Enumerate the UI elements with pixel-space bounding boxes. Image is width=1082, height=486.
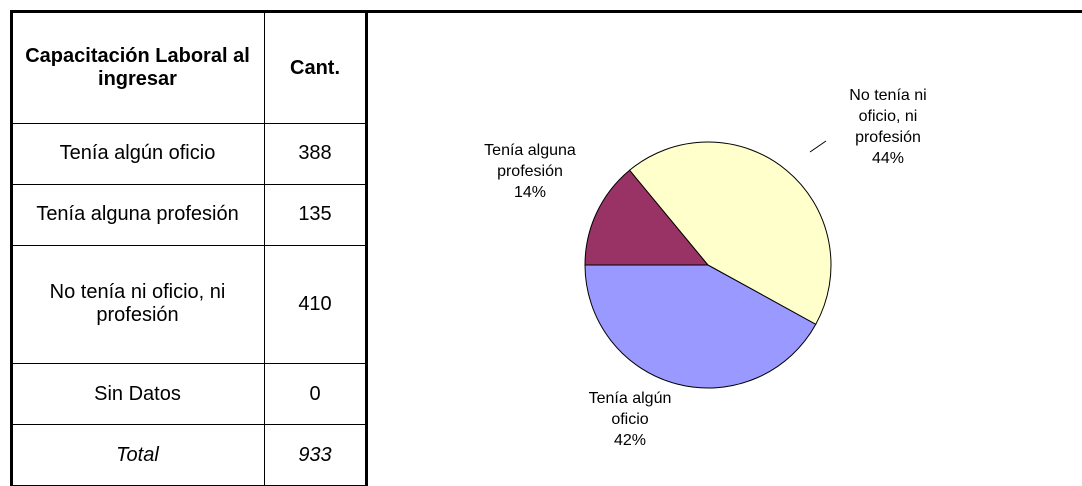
category-label: No tenía ni oficio, ni profesión [849,87,927,146]
header-cell: Cant. [264,11,367,124]
slice-label: No tenía ni oficio, ni profesión 44% [828,85,948,169]
cell: 135 [264,183,367,246]
cell: Tenía alguna profesión [10,183,265,246]
slice-label: Tenía algún oficio 42% [575,388,685,451]
cell: Total [10,424,265,486]
pie-slice [584,169,710,266]
row: Sin Datos 0 [10,363,367,426]
data-table: Capacitación Laboral al ingresar Cant. T… [10,10,368,486]
category-label: Tenía alguna profesión [484,142,576,180]
cell: Tenía algún oficio [10,123,265,185]
header-row: Capacitación Laboral al ingresar Cant. [10,11,367,124]
slice-label: Tenía alguna profesión 14% [470,140,590,203]
total-row: Total 933 [10,424,367,486]
row: Tenía algún oficio 388 [10,123,367,185]
pie-slice [628,141,832,325]
row: Tenía alguna profesión 135 [10,183,367,246]
cell: No tenía ni oficio, ni profesión [10,244,265,365]
value-label: 44% [871,150,905,167]
row: No tenía ni oficio, ni profesión 410 [10,244,367,365]
value-label: 42% [613,432,647,449]
leader-line [809,140,827,153]
cell: 933 [264,424,367,486]
header-cell: Capacitación Laboral al ingresar [10,11,265,124]
cell: Sin Datos [10,363,265,426]
value-label: 14% [513,184,547,201]
pie-slice [584,264,817,389]
cell: 410 [264,244,367,365]
category-label: Tenía algún oficio [588,390,672,428]
